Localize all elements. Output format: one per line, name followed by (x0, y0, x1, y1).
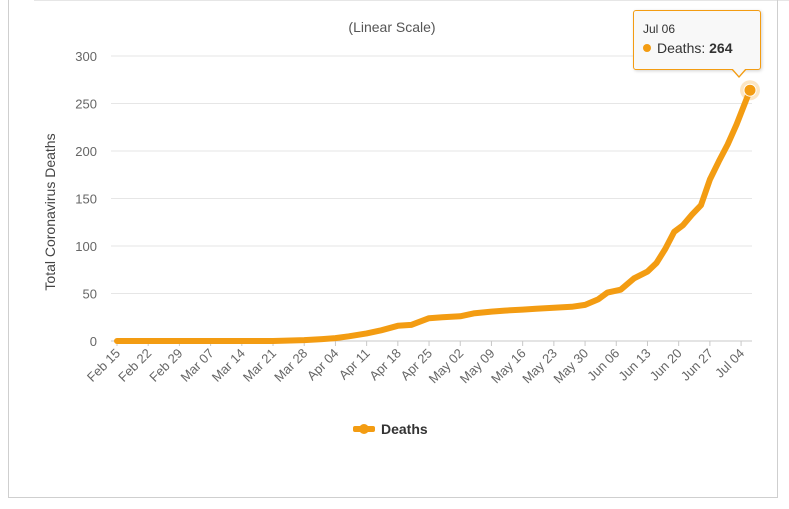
data-point-highlight[interactable] (743, 83, 757, 97)
chart-panel (8, 0, 778, 498)
tooltip-series-name: Deaths (657, 40, 702, 56)
y-axis-title: Total Coronavirus Deaths (42, 133, 58, 290)
tooltip-series-dot (643, 44, 651, 52)
x-tick-label: Apr 04 (304, 346, 342, 384)
y-tick-label: 250 (75, 97, 97, 112)
x-tick-label: Feb 15 (84, 346, 123, 385)
x-tick-label: Jun 06 (584, 346, 622, 384)
chart-subtitle: (Linear Scale) (348, 19, 435, 35)
y-tick-label: 50 (83, 287, 97, 302)
y-tick-label: 200 (75, 144, 97, 159)
series-line-deaths (114, 87, 753, 344)
y-tick-label: 150 (75, 192, 97, 207)
legend-label: Deaths (381, 421, 428, 437)
x-tick-label: Mar 28 (271, 346, 310, 385)
legend-swatch (353, 424, 375, 434)
x-tick-label: Mar 07 (178, 346, 217, 385)
x-tick-label: Apr 18 (366, 346, 404, 384)
x-tick-label: Jun 13 (615, 346, 653, 384)
grid-lines (111, 55, 752, 342)
y-tick-label: 100 (75, 239, 97, 254)
tooltip-date: Jul 06 (643, 22, 676, 36)
y-axis-ticks: 0 50 100 150 200 250 300 (75, 49, 97, 349)
tooltip: Jul 06 Deaths: 264 (633, 10, 761, 70)
x-tick-label: May 30 (550, 346, 591, 387)
x-tick-label: Apr 11 (336, 346, 373, 383)
legend-item-deaths[interactable]: Deaths (353, 421, 428, 437)
x-tick-label: Feb 29 (146, 346, 185, 385)
top-border (34, 0, 789, 1)
x-tick-label: Jul 04 (712, 346, 747, 381)
y-tick-label: 0 (90, 334, 97, 349)
x-tick-label: Mar 21 (240, 346, 279, 385)
tooltip-value: 264 (709, 40, 733, 56)
x-tick-label: Jun 20 (647, 346, 685, 384)
x-tick-label: Jun 27 (678, 346, 716, 384)
tooltip-arrow-inner (732, 68, 746, 76)
y-tick-label: 300 (75, 49, 97, 64)
x-tick-label: Feb 22 (115, 346, 154, 385)
series-group (114, 80, 760, 344)
x-tick-label: Mar 14 (209, 346, 248, 385)
tooltip-row: Deaths: 264 (643, 40, 733, 56)
